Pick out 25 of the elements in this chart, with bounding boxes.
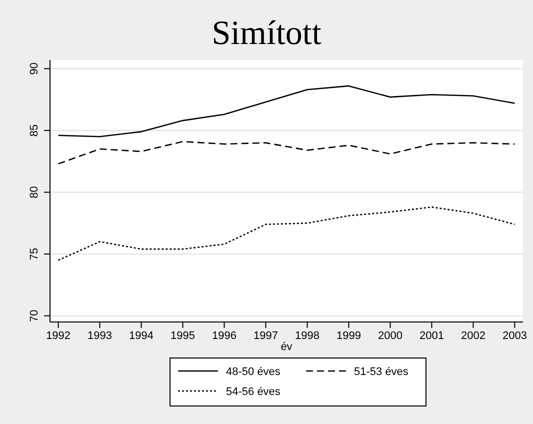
x-tick-label: 2002	[460, 330, 486, 342]
x-tick-label: 1995	[170, 330, 196, 342]
x-tick-label: 1998	[295, 330, 320, 342]
legend-label: 54-56 éves	[226, 386, 281, 398]
line-series	[58, 206, 516, 261]
x-tick-label: 1994	[129, 330, 154, 342]
x-tick-label: 1993	[88, 330, 112, 342]
x-axis-title: év	[280, 341, 293, 353]
line-series	[58, 85, 516, 138]
x-tick-label: 1996	[212, 330, 237, 342]
y-tick-label: 70	[28, 310, 40, 322]
x-tick-label: 2001	[419, 330, 444, 342]
chart-title: Simított	[212, 15, 322, 52]
legend-label: 51-53 éves	[354, 366, 409, 378]
legend-label: 48-50 éves	[226, 366, 281, 378]
line-series	[58, 140, 516, 164]
y-tick-label: 85	[28, 124, 40, 137]
x-tick-label: 1999	[336, 330, 361, 342]
y-tick-label: 75	[28, 248, 40, 260]
y-tick-label: 90	[28, 62, 40, 75]
x-tick-label: 2000	[378, 330, 402, 342]
x-tick-label: 1992	[46, 330, 71, 342]
x-tick-label: 1997	[254, 330, 278, 342]
y-tick-label: 80	[28, 186, 40, 198]
x-tick-label: 2003	[502, 330, 527, 342]
